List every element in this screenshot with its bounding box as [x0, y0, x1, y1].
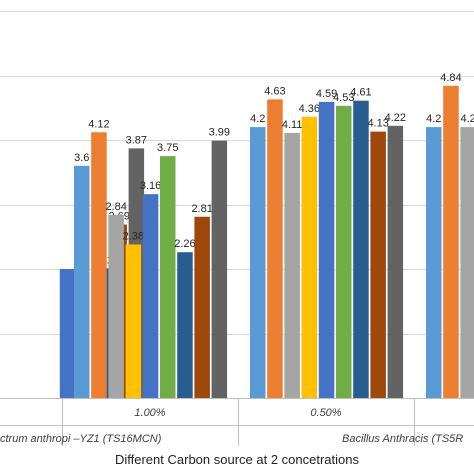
data-label: 4.2 [426, 113, 441, 125]
tick-label: 0.50% [310, 407, 341, 419]
data-label: 2.26 [174, 238, 195, 250]
tick-label: Bacillus Anthracis (TS5R [342, 433, 463, 445]
x-axis-title: Different Carbon source at 2 concetratio… [114, 452, 359, 467]
data-label: 4.2 [461, 113, 474, 125]
data-label: 4.11 [282, 119, 303, 131]
data-label: 4.53 [333, 92, 354, 104]
bar [443, 85, 459, 398]
data-label: 3.99 [209, 127, 230, 139]
data-label: 4.59 [316, 88, 337, 100]
bar [74, 165, 90, 398]
bar [318, 101, 335, 398]
bar [142, 194, 159, 398]
bar [160, 156, 176, 398]
bar [353, 100, 369, 398]
data-label: 2.81 [191, 203, 212, 215]
tick-label: 1.00% [134, 407, 165, 419]
bar [284, 132, 300, 398]
data-label: 3.75 [157, 142, 178, 154]
bar [460, 127, 474, 398]
bar [125, 244, 142, 398]
data-label: 4.22 [385, 112, 406, 124]
data-label: 4.61 [350, 87, 371, 99]
bar [250, 127, 266, 398]
data-label: 3.16 [140, 180, 161, 192]
bar [267, 99, 283, 399]
bar [426, 127, 442, 398]
data-label: 4.2 [250, 113, 265, 125]
bar [336, 105, 352, 398]
bar [370, 131, 386, 399]
bar [59, 269, 76, 398]
data-label: 4.36 [299, 103, 320, 115]
bar [387, 125, 404, 398]
bar [177, 252, 193, 398]
bar [211, 140, 228, 398]
bar [108, 214, 124, 398]
tick-label: ctrum anthropi –YZ1 (TS16MCN) [0, 433, 162, 445]
data-label: 2.38 [123, 230, 144, 242]
data-label: 3.87 [126, 134, 147, 146]
data-label: 4.13 [367, 118, 388, 130]
bar [91, 132, 107, 398]
data-label: 3.6 [74, 152, 89, 164]
data-label: 4.84 [440, 72, 461, 84]
bar [194, 216, 210, 398]
data-label: 2.84 [105, 201, 126, 213]
data-label: 4.63 [264, 85, 285, 97]
bar [301, 116, 318, 398]
data-label: 4.12 [88, 118, 109, 130]
